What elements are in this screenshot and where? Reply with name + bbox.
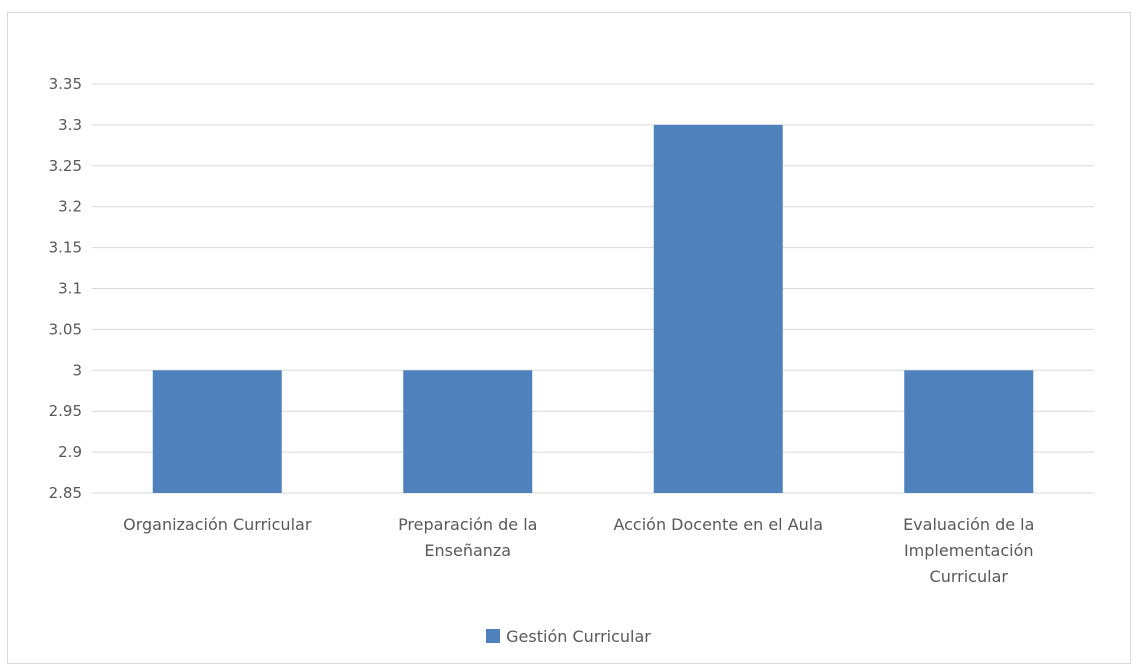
y-tick-label: 3.35 [49, 75, 82, 93]
y-tick-label: 3.2 [58, 198, 82, 216]
y-tick-label: 2.85 [49, 484, 82, 502]
legend: Gestión Curricular [0, 624, 1137, 648]
bar [904, 370, 1033, 493]
x-tick-label: Evaluación de la Implementación Curricular [903, 515, 1034, 586]
y-tick-label: 3.25 [49, 157, 82, 175]
y-tick-label: 3.15 [49, 239, 82, 257]
y-tick-label: 3 [72, 361, 82, 379]
y-tick-label: 3.05 [49, 320, 82, 338]
x-tick-label: Organización Curricular [123, 515, 312, 534]
y-tick-label: 3.3 [58, 116, 82, 134]
legend-label: Gestión Curricular [506, 627, 651, 646]
x-tick-label: Preparación de la Enseñanza [398, 515, 537, 560]
y-tick-label: 2.95 [49, 402, 82, 420]
x-tick-label: Acción Docente en el Aula [613, 515, 823, 534]
y-tick-label: 3.1 [58, 280, 82, 298]
bar [153, 370, 282, 493]
legend-swatch [486, 629, 500, 643]
bar [403, 370, 532, 493]
bar [654, 125, 783, 493]
y-tick-label: 2.9 [58, 443, 82, 461]
